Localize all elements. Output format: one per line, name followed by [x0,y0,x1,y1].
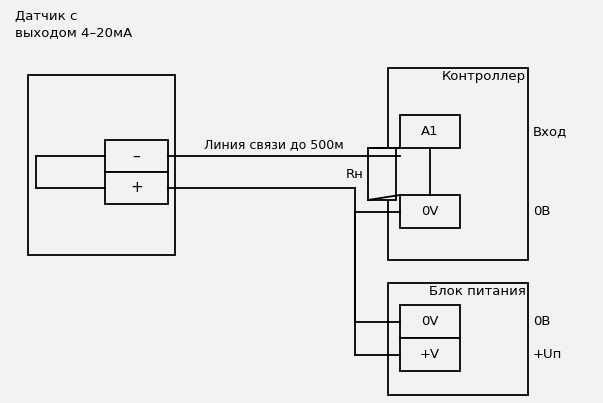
Text: 0V: 0V [421,205,439,218]
Bar [368,148,396,200]
Bar [400,338,460,371]
Text: –: – [133,148,140,164]
Bar [388,283,528,395]
Text: Блок питания: Блок питания [429,285,526,298]
Text: +V: +V [420,348,440,361]
Bar [400,195,460,228]
Text: 0V: 0V [421,315,439,328]
Text: Rн: Rн [346,168,364,181]
Text: Датчик с
выходом 4–20мА: Датчик с выходом 4–20мА [15,10,132,39]
Bar [400,115,460,148]
Bar [105,140,168,172]
Text: Контроллер: Контроллер [442,70,526,83]
Bar [105,172,168,204]
Text: +: + [130,181,143,195]
Text: 0В: 0В [533,205,551,218]
Text: Вход: Вход [533,125,567,138]
Text: 0В: 0В [533,315,551,328]
Text: Линия связи до 500м: Линия связи до 500м [204,138,344,151]
Text: A1: A1 [421,125,439,138]
Bar [388,68,528,260]
Bar [400,305,460,338]
Bar [28,75,175,255]
Text: +Uп: +Uп [533,348,563,361]
